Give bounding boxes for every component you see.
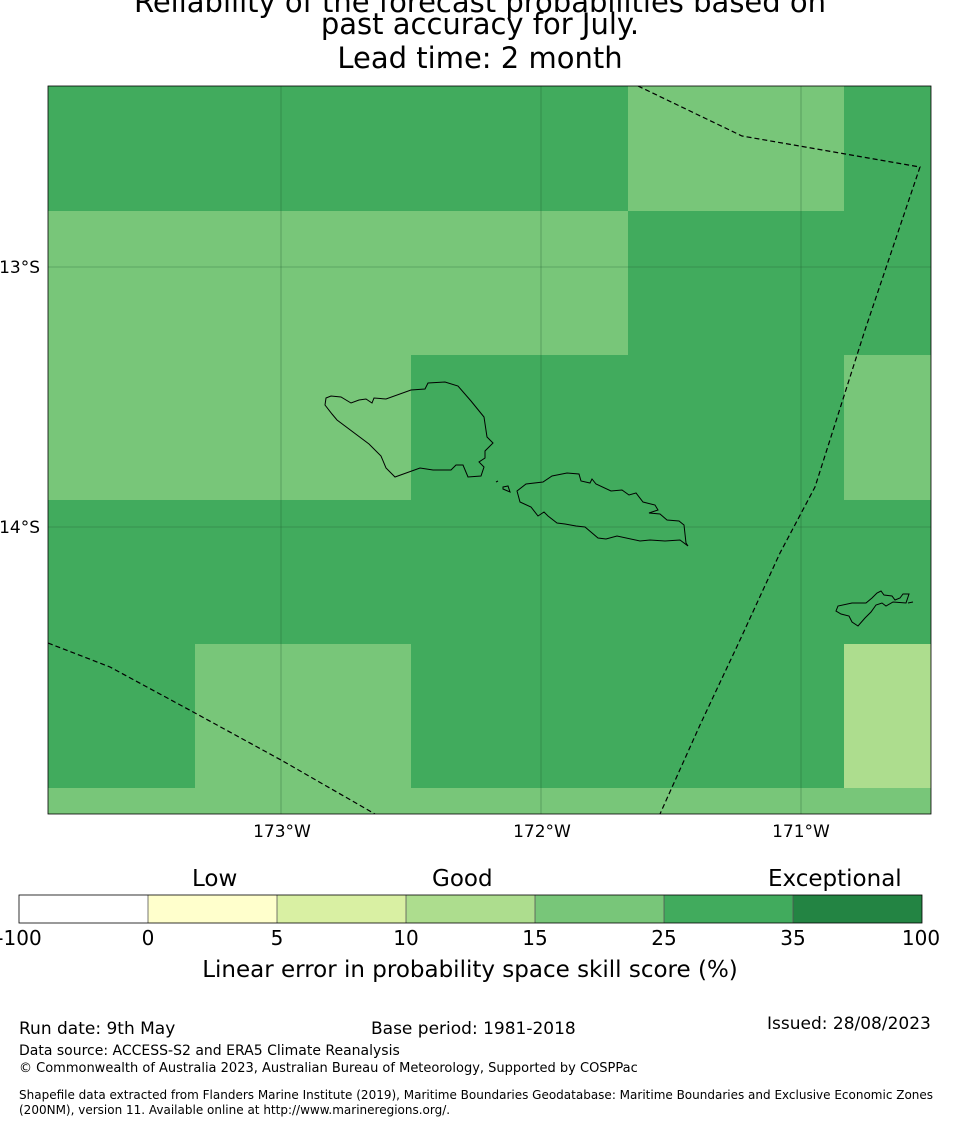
colorbar-swatch [148, 895, 277, 923]
copyright: © Commonwealth of Australia 2023, Austra… [19, 1061, 638, 1076]
colorbar-label-low: Low [192, 866, 238, 892]
colorbar-tick: -100 [0, 926, 42, 950]
grid-cell [628, 86, 844, 211]
colorbar-axis-label: Linear error in probability space skill … [202, 957, 738, 983]
colorbar-swatch [535, 895, 664, 923]
map-frame [47, 85, 932, 815]
island-upolu [516, 472, 689, 547]
lon-tick-label: 171°W [772, 822, 830, 842]
island-apolima [495, 480, 499, 483]
colorbar-swatch [664, 895, 793, 923]
lat-tick-label: 13°S [0, 258, 40, 278]
colorbar-tick: 15 [522, 926, 548, 950]
map-plot: 173°W 172°W 171°W 13°S 14°S [0, 85, 932, 842]
island-savaii [324, 381, 494, 478]
colorbar-tick: 5 [270, 926, 284, 950]
colorbar-swatch [19, 895, 148, 923]
colorbar-swatch [793, 895, 922, 923]
eez-boundary-southwest [48, 642, 376, 814]
colorbar-frame [18, 894, 923, 924]
map-title-line-2: past accuracy for July. [320, 7, 640, 41]
map-title-line-1: Reliability of the forecast probabilitie… [133, 0, 827, 19]
grid-cell [48, 788, 931, 814]
island-aunuu [907, 601, 914, 604]
colorbar-tick: 100 [901, 926, 941, 950]
colorbar-label-good: Good [432, 866, 493, 892]
colorbar-swatch [277, 895, 406, 923]
lat-tick-label: 14°S [0, 518, 40, 538]
data-source: Data source: ACCESS-S2 and ERA5 Climate … [19, 1043, 400, 1059]
issued-date: Issued: 28/08/2023 [767, 1014, 931, 1034]
colorbar-tick: 0 [141, 926, 155, 950]
colorbar-tick: 10 [393, 926, 419, 950]
island-tutuila [835, 590, 910, 627]
colorbar-label-exceptional: Exceptional [768, 866, 902, 892]
grid-cell [195, 644, 411, 788]
base-period: Base period: 1981-2018 [371, 1019, 576, 1039]
colorbar-tick: 35 [780, 926, 806, 950]
grid-cell [48, 355, 411, 500]
colorbar-swatch [406, 895, 535, 923]
colorbar-tick: 25 [651, 926, 677, 950]
grid-cell [48, 211, 628, 355]
grid-cell [844, 355, 931, 500]
lon-tick-label: 172°W [513, 822, 571, 842]
run-date: Run date: 9th May [19, 1019, 176, 1039]
lon-tick-label: 173°W [253, 822, 311, 842]
grid-cell [844, 644, 931, 788]
shapefile-credit: Shapefile data extracted from Flanders M… [19, 1088, 934, 1117]
colorbar [18, 894, 923, 924]
map-title-line-3: Lead time: 2 month [337, 41, 623, 75]
eez-boundary-north [637, 86, 921, 814]
island-manono [502, 485, 511, 493]
